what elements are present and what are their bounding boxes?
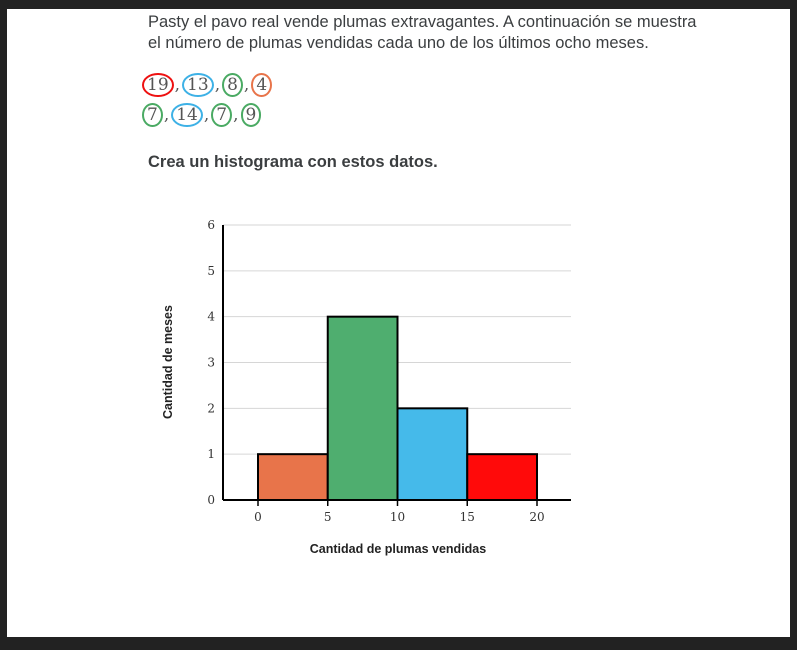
data-value: 19 — [142, 73, 174, 97]
x-tick-label: 0 — [254, 510, 262, 524]
problem-statement: Pasty el pavo real vende plumas extravag… — [148, 13, 697, 52]
data-line-1: 19, 13, 8, 4 — [142, 70, 273, 100]
x-axis-title: Cantidad de plumas vendidas — [310, 542, 486, 556]
x-tick-label: 10 — [390, 510, 405, 524]
data-value: 13 — [182, 73, 214, 97]
histogram-bar[interactable] — [466, 453, 538, 501]
axes — [222, 225, 571, 506]
y-tick-label: 2 — [207, 401, 215, 415]
data-line-2: 7, 14, 7, 9 — [142, 100, 273, 130]
histogram-bar[interactable] — [257, 453, 329, 501]
x-tick-label: 5 — [324, 510, 332, 524]
histogram-bars[interactable] — [257, 315, 538, 502]
y-tick-label: 0 — [207, 493, 215, 507]
data-value: 4 — [251, 73, 273, 97]
histogram-bar[interactable] — [326, 315, 399, 501]
data-value: 9 — [240, 103, 262, 127]
y-tick-label: 1 — [207, 447, 215, 461]
data-value: 7 — [142, 103, 163, 127]
histogram-bar[interactable] — [396, 407, 469, 502]
x-tick-label: 20 — [529, 510, 544, 524]
y-tick-label: 5 — [207, 264, 215, 278]
data-list: 19, 13, 8, 4 7, 14, 7, 9 — [142, 70, 273, 130]
y-tick-label: 3 — [207, 356, 215, 370]
tick-labels: 0 1 2 3 4 5 6 0 5 10 15 20 — [207, 218, 544, 524]
y-tick-label: 4 — [207, 310, 215, 324]
data-value: 8 — [222, 73, 243, 97]
task-prompt: Crea un histograma con estos datos. — [148, 153, 438, 171]
y-axis-title: Cantidad de meses — [161, 305, 175, 419]
data-value: 7 — [211, 103, 233, 127]
x-tick-label: 15 — [460, 510, 475, 524]
y-tick-label: 6 — [207, 218, 215, 232]
data-value: 14 — [171, 103, 203, 127]
